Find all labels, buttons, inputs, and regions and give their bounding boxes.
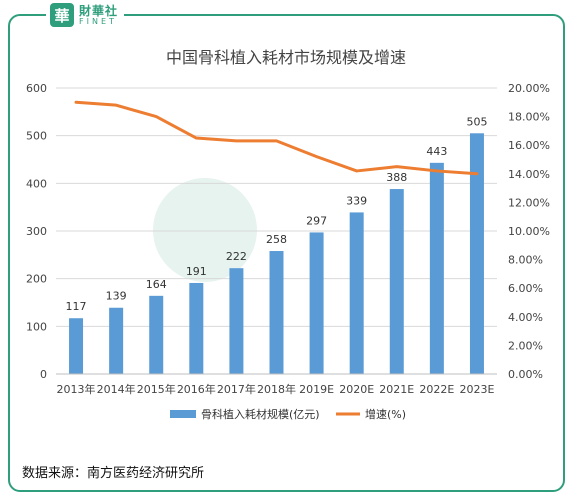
y-left-tick-label: 400 [26,177,47,190]
y-right-tick-label: 14.00% [508,168,550,181]
bar-value-label: 191 [186,265,207,278]
y-left-tick-label: 100 [26,320,47,333]
bar-value-label: 505 [466,115,487,128]
y-left-tick-label: 200 [26,273,47,286]
bar [149,295,164,374]
bar [109,307,124,374]
brand-wordmark: 財華社 FINET [79,5,118,26]
legend-line-label: 增速(%) [365,407,406,421]
brand-seal-icon: 華 [50,3,74,27]
legend-bar-swatch [170,410,196,418]
bar [469,133,484,374]
growth-line [74,100,479,176]
y-right-tick-label: 2.00% [508,339,543,352]
chart-title: 中国骨科植入耗材市场规模及增速 [166,48,406,67]
watermark [153,178,257,282]
brand-name-en: FINET [79,16,117,26]
legend: 骨科植入耗材规模(亿元) 增速(%) [170,407,406,421]
y-right-tick-label: 6.00% [508,282,543,295]
x-tick-label: 2013年 [57,382,96,396]
x-tick-label: 2020E [339,383,374,396]
y-right-tick-label: 18.00% [508,111,550,124]
bar-value-label: 258 [266,233,287,246]
bar-value-label: 222 [226,250,247,263]
bar-value-label: 164 [146,278,167,291]
brand-logo: 華 財華社 FINET [46,2,125,28]
bar-value-label: 297 [306,214,327,227]
x-tick-label: 2018年 [257,382,296,396]
y-right-tick-label: 0.00% [508,368,543,381]
bar-series [69,133,484,374]
y-axis-right: 0.00% 2.00% 4.00% 6.00% 8.00% 10.00% 12.00% 14.… [508,82,550,381]
y-left-tick-label: 600 [26,82,47,95]
y-right-tick-label: 20.00% [508,82,550,95]
x-tick-label: 2014年 [97,382,136,396]
y-right-tick-label: 12.00% [508,196,550,209]
y-right-tick-label: 8.00% [508,254,543,267]
legend-bar-label: 骨科植入耗材规模(亿元) [201,407,320,421]
bar-data-labels: 117 139 164 191 222 258 297 339 388 443 505 [66,115,488,313]
brand-name-cn: 財華社 [79,3,119,18]
x-tick-label: 2023E [459,383,494,396]
x-axis: 2013年 2014年 2015年 2016年 2017年 2018年 2019E 2020E… [56,373,497,396]
bar [349,212,364,374]
bar-value-label: 443 [426,145,447,158]
bar [229,268,244,374]
bar-value-label: 339 [346,194,367,207]
x-tick-label: 2021E [379,383,414,396]
y-right-tick-label: 16.00% [508,139,550,152]
bar-value-label: 139 [106,290,127,303]
source-note: 数据来源：南方医药经济研究所 [22,466,205,481]
x-tick-label: 2017年 [217,382,256,396]
bar [309,232,324,374]
y-right-tick-label: 4.00% [508,311,543,324]
bar [69,318,84,374]
y-left-tick-label: 0 [40,368,47,381]
y-right-tick-label: 10.00% [508,225,550,238]
y-left-tick-label: 500 [26,130,47,143]
bar [429,162,444,374]
bar-value-label: 388 [386,171,407,184]
x-tick-label: 2019E [299,383,334,396]
bar-value-label: 117 [66,300,87,313]
y-axis-left: 0 100 200 300 400 500 600 [26,82,47,381]
x-tick-label: 2016年 [177,382,216,396]
bar [189,282,204,374]
x-tick-label: 2015年 [137,382,176,396]
x-tick-label: 2022E [419,383,454,396]
line-series [74,100,479,176]
bar [389,189,404,374]
bar [269,251,284,374]
y-left-tick-label: 300 [26,225,47,238]
